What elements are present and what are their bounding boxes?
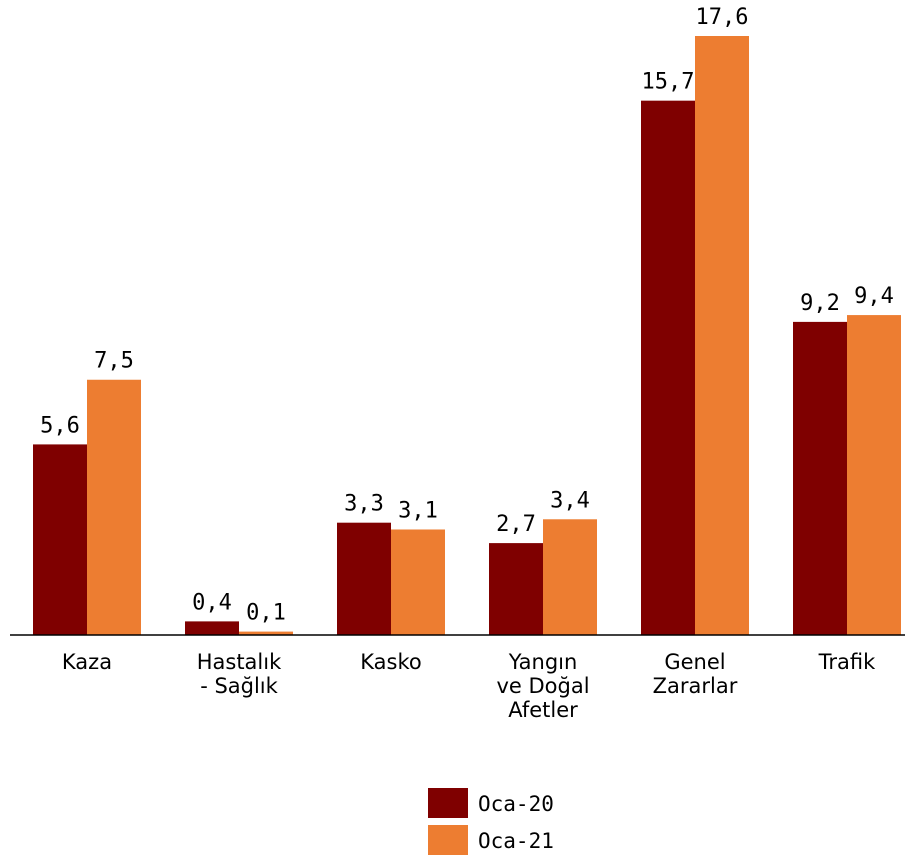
- bar-oca-20-3: [489, 543, 543, 635]
- bar-oca-20-4: [641, 100, 695, 635]
- value-label: 9,2: [800, 291, 840, 316]
- bar-oca-20-0: [33, 444, 87, 635]
- value-label: 3,3: [344, 492, 384, 517]
- category-label: Hastalık: [197, 650, 282, 674]
- value-label: 5,6: [40, 413, 80, 438]
- category-label: ve Doğal: [496, 674, 589, 698]
- bar-oca-21-1: [239, 631, 293, 635]
- bar-oca-21-4: [695, 36, 749, 635]
- bar-oca-20-5: [793, 321, 847, 635]
- value-labels-group: 5,6 7,5 0,4 0,1 3,3 3,1 2,7 3,4 15,7 17,6 9,2 9,4: [40, 5, 894, 626]
- category-label: Genel: [664, 650, 725, 674]
- legend-swatch-oca-20: [428, 788, 468, 818]
- bars-group: [33, 36, 901, 635]
- value-label: 0,4: [192, 590, 232, 615]
- value-label: 9,4: [854, 284, 894, 309]
- value-label: 17,6: [696, 5, 749, 30]
- bar-oca-21-2: [391, 529, 445, 635]
- value-label: 7,5: [94, 349, 134, 374]
- legend-label: Oca-21: [478, 829, 554, 853]
- legend: Oca-20 Oca-21: [428, 788, 554, 855]
- category-label: Kasko: [360, 650, 421, 674]
- value-label: 2,7: [496, 512, 536, 537]
- bar-oca-21-5: [847, 315, 901, 635]
- category-label: - Sağlık: [200, 674, 278, 698]
- bar-oca-21-3: [543, 519, 597, 635]
- category-label: Zararlar: [653, 674, 738, 698]
- legend-swatch-oca-21: [428, 825, 468, 855]
- value-label: 0,1: [246, 601, 286, 626]
- category-label: Kaza: [62, 650, 112, 674]
- bar-oca-20-1: [185, 621, 239, 635]
- legend-label: Oca-20: [478, 792, 554, 816]
- category-label: Afetler: [508, 698, 578, 722]
- value-label: 3,1: [398, 498, 438, 523]
- value-label: 15,7: [642, 70, 695, 95]
- value-label: 3,4: [550, 488, 590, 513]
- bar-oca-20-2: [337, 522, 391, 635]
- category-label: Yangın: [508, 650, 578, 674]
- category-label: Trafik: [818, 650, 876, 674]
- bar-oca-21-0: [87, 379, 141, 635]
